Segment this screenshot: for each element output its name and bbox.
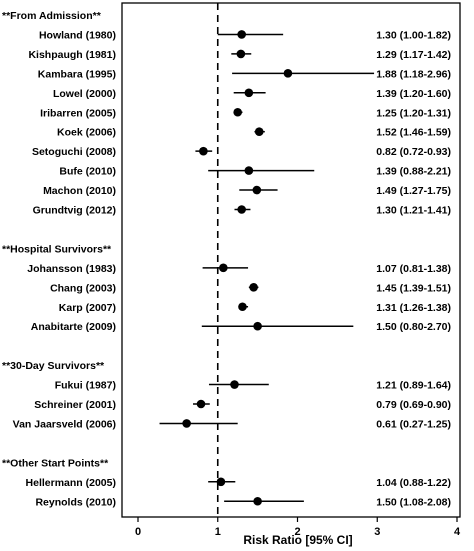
point-estimate-marker — [196, 399, 206, 409]
study-label: Iribarren (2005) — [40, 107, 116, 119]
x-tick-label: 0 — [135, 526, 141, 538]
plot-rows: **From Admission** Howland (1980) 1.30 (1.… — [2, 10, 451, 508]
group-label: **Hospital Survivors** — [2, 243, 112, 255]
risk-ratio-ci-label: 1.39 (1.20-1.60) — [376, 88, 451, 100]
risk-ratio-ci-label: 1.30 (1.00-1.82) — [376, 29, 451, 41]
study-label: Fukui (1987) — [55, 380, 116, 392]
risk-ratio-ci-label: 0.82 (0.72-0.93) — [376, 146, 451, 158]
x-axis-title: Risk Ratio [95% CI] — [243, 533, 352, 547]
study-label: Karp (2007) — [59, 302, 116, 314]
study-label: Kambara (1995) — [38, 68, 116, 80]
risk-ratio-ci-label: 1.88 (1.18-2.96) — [376, 68, 451, 80]
study-label: Bufe (2010) — [59, 166, 116, 178]
risk-ratio-ci-label: 1.50 (1.08-2.08) — [376, 496, 451, 508]
point-estimate-marker — [236, 49, 246, 59]
point-estimate-marker — [230, 380, 239, 389]
point-estimate-marker — [237, 30, 246, 39]
point-estimate-marker — [252, 185, 262, 195]
point-estimate-marker — [216, 477, 226, 487]
point-estimate-marker — [199, 146, 208, 156]
x-tick-label: 1 — [215, 526, 221, 538]
study-label: Hellermann (2005) — [26, 477, 116, 489]
study-label: Chang (2003) — [50, 282, 116, 294]
risk-ratio-ci-label: 1.29 (1.17-1.42) — [376, 49, 451, 61]
group-label: **Other Start Points** — [2, 457, 109, 469]
point-estimate-marker — [244, 88, 254, 98]
risk-ratio-ci-label: 0.79 (0.69-0.90) — [376, 399, 451, 411]
study-label: Kishpaugh (1981) — [28, 49, 116, 61]
risk-ratio-ci-label: 1.25 (1.20-1.31) — [376, 107, 451, 119]
point-estimate-marker — [238, 302, 247, 312]
risk-ratio-ci-label: 1.31 (1.26-1.38) — [376, 302, 451, 314]
point-estimate-marker — [233, 107, 242, 117]
study-label: Howland (1980) — [39, 29, 116, 41]
point-estimate-marker — [253, 321, 262, 331]
study-label: Lowel (2000) — [53, 88, 116, 100]
risk-ratio-ci-label: 1.39 (0.88-2.21) — [376, 166, 451, 178]
group-label: **30-Day Survivors** — [2, 360, 105, 372]
point-estimate-marker — [219, 263, 228, 273]
x-tick-label: 2 — [294, 526, 300, 538]
point-estimate-marker — [244, 166, 254, 175]
study-label: Koek (2006) — [57, 127, 116, 139]
study-label: Grundtvig (2012) — [33, 205, 116, 217]
risk-ratio-ci-label: 0.61 (0.27-1.25) — [376, 418, 451, 430]
point-estimate-marker — [249, 283, 258, 292]
study-label: Johansson (1983) — [27, 263, 116, 275]
risk-ratio-ci-label: 1.49 (1.27-1.75) — [376, 185, 451, 197]
point-estimate-marker — [253, 496, 262, 506]
study-label: Van Jaarsveld (2006) — [13, 418, 116, 430]
risk-ratio-ci-label: 1.07 (0.81-1.38) — [376, 263, 451, 275]
risk-ratio-ci-label: 1.04 (0.88-1.22) — [376, 477, 451, 489]
risk-ratio-ci-label: 1.52 (1.46-1.59) — [376, 127, 451, 139]
point-estimate-marker — [237, 205, 246, 214]
study-label: Anabitarte (2009) — [31, 321, 116, 333]
study-label: Reynolds (2010) — [35, 496, 116, 508]
plot-frame — [121, 2, 461, 518]
risk-ratio-ci-label: 1.21 (0.89-1.64) — [376, 380, 451, 392]
point-estimate-marker — [283, 69, 293, 78]
risk-ratio-ci-label: 1.45 (1.39-1.51) — [376, 282, 451, 294]
study-label: Setoguchi (2008) — [32, 146, 116, 158]
x-tick-label: 4 — [454, 526, 461, 538]
x-tick-label: 3 — [374, 526, 380, 538]
study-label: Machon (2010) — [43, 185, 116, 197]
point-estimate-marker — [254, 127, 264, 136]
group-label: **From Admission** — [2, 10, 102, 22]
point-estimate-marker — [182, 419, 191, 428]
risk-ratio-ci-label: 1.50 (0.80-2.70) — [376, 321, 451, 333]
risk-ratio-ci-label: 1.30 (1.21-1.41) — [376, 205, 451, 217]
study-label: Schreiner (2001) — [34, 399, 116, 411]
plot-axes: 0 1 2 3 4 — [121, 2, 461, 538]
